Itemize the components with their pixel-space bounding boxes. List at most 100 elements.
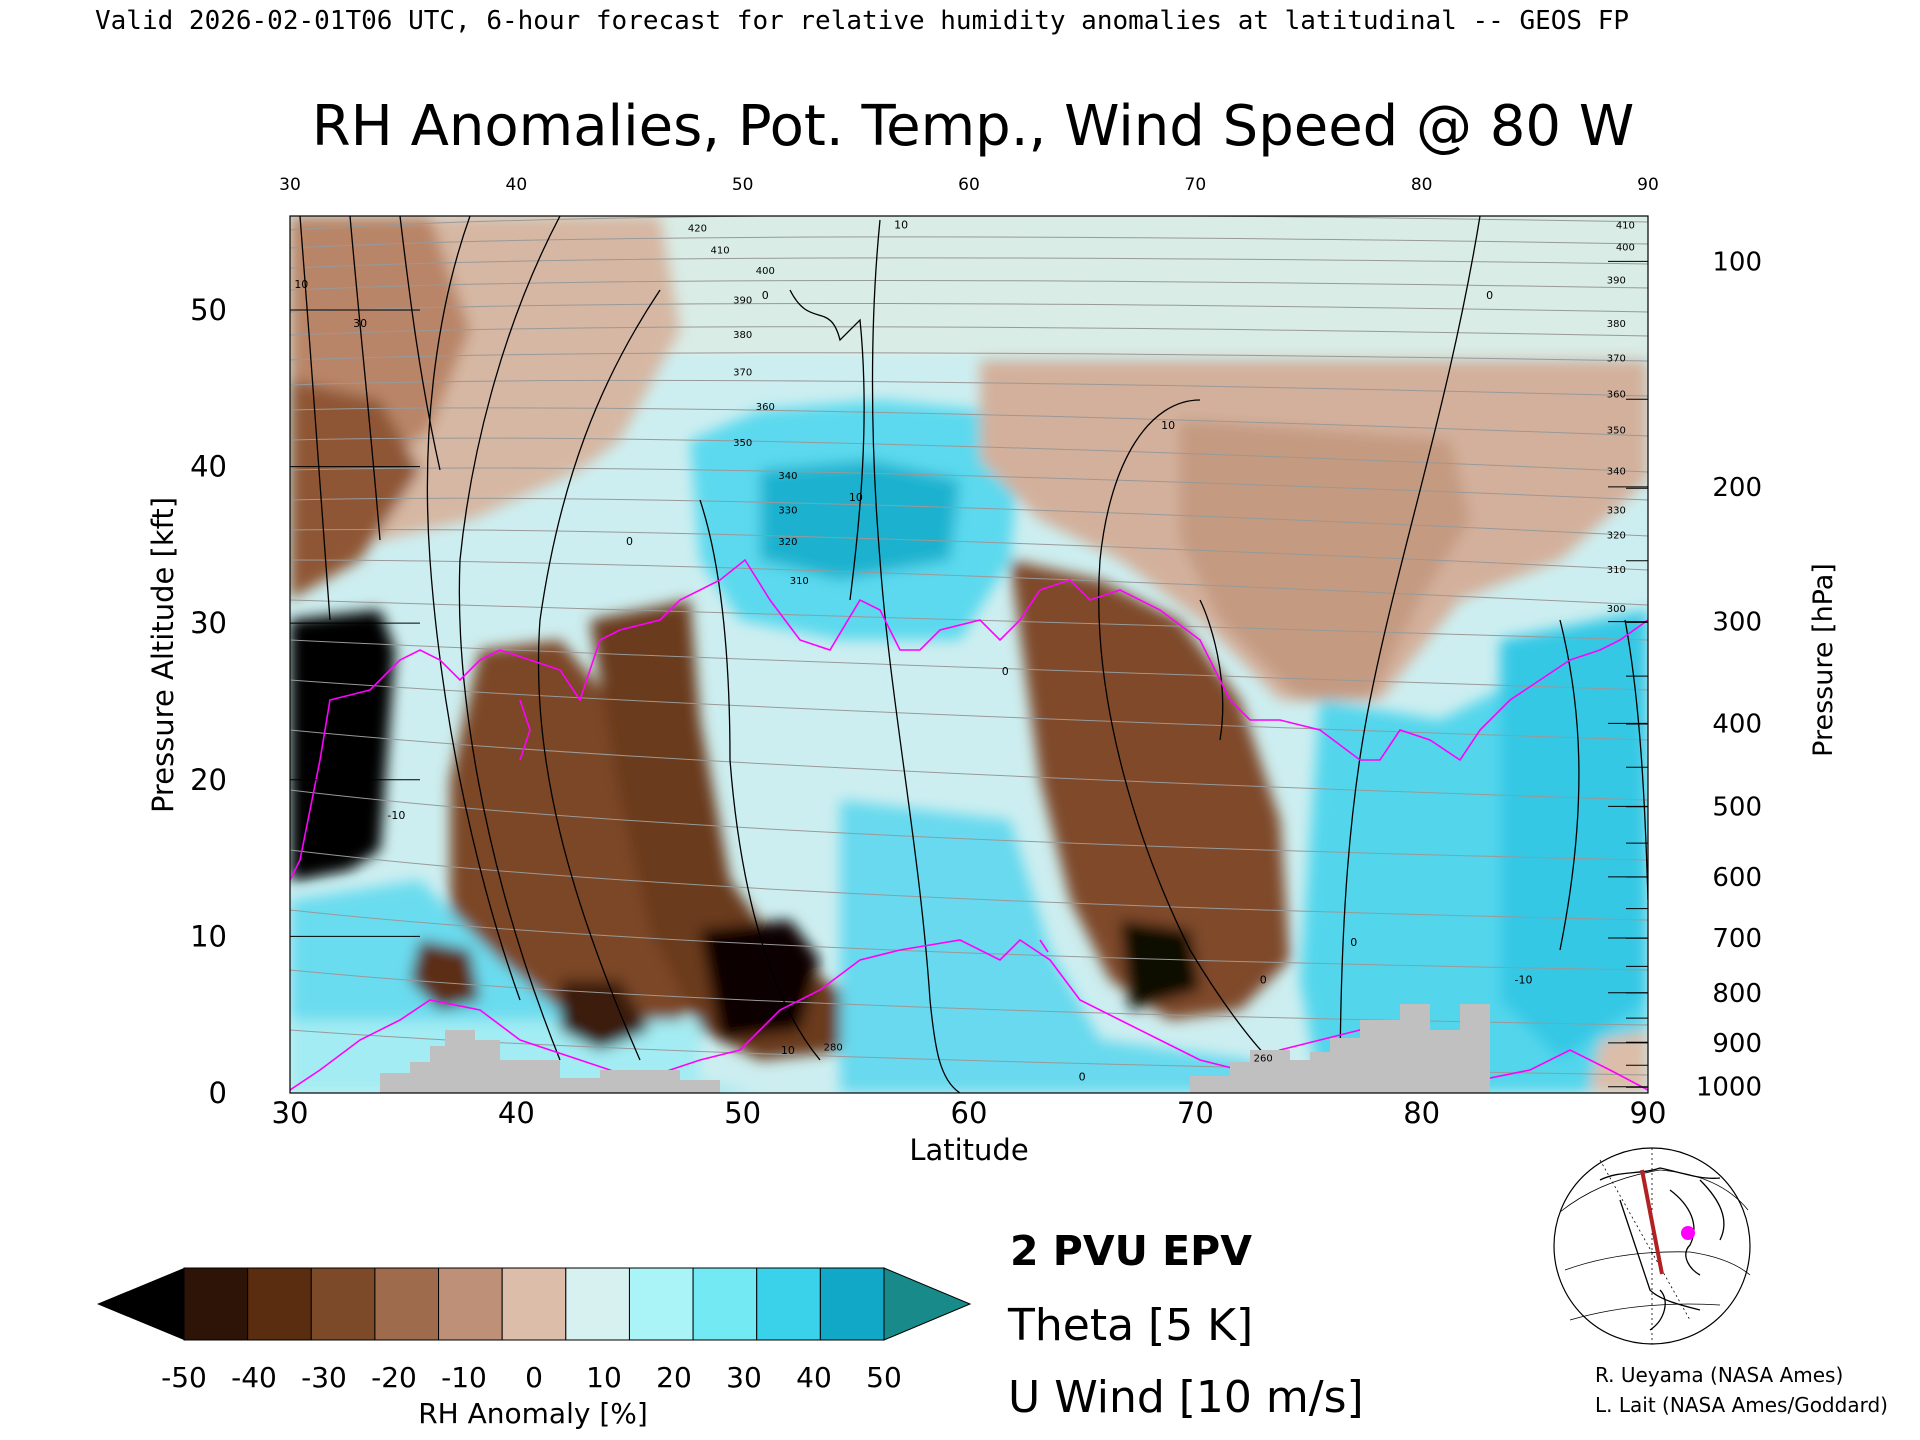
wind-contour-label: 30	[353, 317, 367, 330]
colorbar-tick-label: -40	[231, 1361, 277, 1394]
x-top-tick-label: 30	[279, 175, 301, 195]
y-axis-right: 100 200 300 400 500 600 700 800 900 1000	[1608, 247, 1762, 1103]
theta-contour-label: 260	[1254, 1054, 1273, 1065]
credit-line-2: L. Lait (NASA Ames/Goddard)	[1595, 1393, 1888, 1417]
x-top-tick-label: 40	[506, 175, 528, 195]
x-tick-label: 60	[951, 1096, 988, 1130]
rh-anomaly-field	[290, 216, 1648, 1093]
terrain-left	[380, 1030, 720, 1093]
wind-contour-label: 10	[894, 219, 908, 232]
theta-label-group: 4204104003903803703603503403303203104104…	[688, 221, 1635, 1065]
theta-contour-label: 400	[1616, 242, 1635, 253]
x-top-tick-label: 70	[1185, 175, 1207, 195]
theta-contour-label: 360	[756, 402, 775, 413]
theta-contour-label: 360	[1607, 390, 1626, 401]
credit-line-1: R. Ueyama (NASA Ames)	[1595, 1363, 1843, 1387]
colorbar-tick-label: -50	[161, 1361, 207, 1394]
wind-contour-label: 10	[849, 491, 863, 504]
x-tick-label: 50	[724, 1096, 761, 1130]
theta-contour-label: 410	[1616, 221, 1635, 232]
colorbar-cell	[692, 1267, 758, 1341]
plot-frame	[289, 215, 1649, 1094]
y-tick-label: 40	[190, 450, 227, 484]
pressure-tick-label: 1000	[1696, 1073, 1762, 1103]
colorbar-high-arrow	[883, 1267, 972, 1341]
pressure-tick-label: 300	[1712, 608, 1762, 638]
x-top-tick-label: 60	[958, 175, 980, 195]
colorbar-tick-label: 40	[796, 1361, 832, 1394]
y-axis-label: Pressure Altitude [kft]	[146, 497, 180, 813]
theta-contour-label: 300	[1607, 604, 1626, 615]
theta-contour-label: 340	[778, 471, 797, 482]
pressure-tick-label: 900	[1712, 1029, 1762, 1059]
x-axis-top: 30 40 50 60 70 80 90	[279, 175, 1659, 195]
x-axis-bottom: 30 40 50 60 70 80 90	[272, 1096, 1667, 1130]
colorbar-cell	[183, 1267, 249, 1341]
colorbar-tick-label: 0	[525, 1361, 543, 1394]
pressure-tick-label: 400	[1712, 709, 1762, 739]
wind-contour-label: 0	[1002, 665, 1009, 678]
theta-contour-label: 370	[733, 368, 752, 379]
theta-contour-label: 340	[1607, 466, 1626, 477]
y-tick-label: 10	[190, 919, 227, 953]
theta-contour-label: 320	[778, 537, 797, 548]
colorbar-cell	[247, 1267, 312, 1341]
colorbar-tick-label: 20	[656, 1361, 692, 1394]
theta-contour-label: 380	[733, 330, 752, 341]
pressure-tick-label: 100	[1712, 247, 1762, 277]
theta-contour-label: 350	[733, 438, 752, 449]
colorbar-cell	[819, 1267, 885, 1341]
theta-contour-label: 390	[1607, 275, 1626, 286]
wind-contour-label: 0	[1486, 289, 1493, 302]
colorbar-cell	[374, 1267, 440, 1341]
pressure-tick-label: 700	[1712, 924, 1762, 954]
theta-contour-label: 310	[1607, 565, 1626, 576]
legend-wind: U Wind [10 m/s]	[1008, 1372, 1364, 1423]
theta-contour-label: 280	[824, 1043, 843, 1054]
colorbar-cell	[438, 1267, 503, 1341]
terrain-right	[1190, 1004, 1490, 1093]
theta-contour-label: 390	[733, 296, 752, 307]
wind-contour-label: 10	[1161, 419, 1175, 432]
colorbar-tick-label: 10	[586, 1361, 622, 1394]
x-tick-label: 80	[1403, 1096, 1440, 1130]
colorbar-tick-label: -10	[441, 1361, 487, 1394]
colorbar-cell	[310, 1267, 376, 1341]
wind-label-group: 30 10 10 0 0 10 10 0 0 -10 10 0 0 0 -10	[294, 219, 1532, 1084]
x-tick-label: 90	[1630, 1096, 1667, 1130]
wind-contour-label: -10	[1515, 973, 1533, 986]
y-tick-label: 30	[190, 606, 227, 640]
x-top-tick-label: 80	[1411, 175, 1433, 195]
y-tick-label: 50	[190, 293, 227, 327]
wind-contour-label: 10	[781, 1044, 795, 1057]
header-text: Valid 2026-02-01T06 UTC, 6-hour forecast…	[95, 6, 1629, 36]
pressure-tick-label: 600	[1712, 863, 1762, 893]
wind-contour-label: 0	[1079, 1070, 1086, 1083]
x-top-tick-label: 90	[1637, 175, 1659, 195]
x-axis-label: Latitude	[909, 1133, 1028, 1167]
legend-epv: 2 PVU EPV	[1010, 1227, 1252, 1275]
theta-contour-label: 320	[1607, 531, 1626, 542]
theta-contour-label: 350	[1607, 426, 1626, 437]
colorbar-cell	[501, 1267, 567, 1341]
wind-contour-label: 0	[1350, 936, 1357, 949]
pressure-tick-label: 500	[1712, 792, 1762, 822]
wind-contour-label: 0	[1260, 973, 1267, 986]
plot-area: 4204104003903803703603503403303203104104…	[289, 215, 1649, 1094]
x-top-tick-label: 50	[732, 175, 754, 195]
colorbar: -50 -40 -30 -20 -10 0 10 20 30 40 50 RH Anomaly [%…	[97, 1267, 972, 1430]
y-axis-label-right: Pressure [hPa]	[1808, 563, 1839, 757]
colorbar-tick-label: 30	[726, 1361, 762, 1394]
theta-contour-label: 380	[1607, 319, 1626, 330]
x-tick-label: 30	[272, 1096, 309, 1130]
colorbar-cell	[628, 1267, 694, 1341]
theta-contour-label: 410	[710, 246, 729, 257]
theta-contour-label: 370	[1607, 354, 1626, 365]
wind-contour-label: -10	[387, 809, 405, 822]
colorbar-tick-label: 50	[866, 1361, 902, 1394]
wind-contour-label: 10	[294, 278, 308, 291]
pressure-tick-label: 200	[1712, 473, 1762, 503]
wind-contour-label: 0	[762, 289, 769, 302]
theta-contour-label: 330	[1607, 506, 1626, 517]
